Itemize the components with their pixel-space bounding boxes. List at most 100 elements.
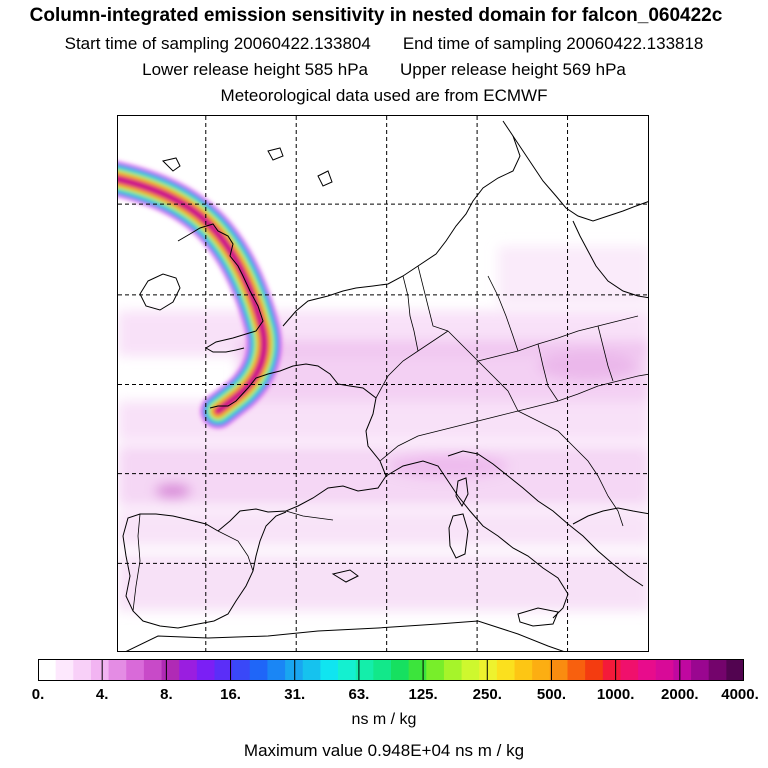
sensitivity-band	[498, 246, 648, 306]
border	[447, 330, 519, 412]
sensitivity-band	[118, 556, 648, 611]
coastline-italy	[385, 460, 569, 619]
coastline-north-scotland	[162, 157, 181, 172]
border	[379, 400, 559, 462]
coastline-balearic	[331, 569, 359, 583]
coastline-corsica	[455, 477, 469, 508]
border	[217, 530, 254, 572]
legend-tick-label: 0.	[31, 686, 45, 703]
legend-tick-label: 500.	[536, 686, 567, 703]
legend-swatch	[567, 659, 586, 681]
coastline-france	[209, 363, 387, 532]
plume-band	[118, 177, 267, 413]
legend-swatch	[108, 659, 127, 681]
legend-tick-label: 8.	[160, 686, 173, 703]
coastlines	[122, 120, 648, 651]
sensitivity-patch	[538, 352, 638, 380]
legend-swatch	[549, 659, 568, 681]
coastline-baltic	[572, 220, 648, 299]
coastline-north-africa	[125, 620, 564, 651]
legend-swatch	[126, 659, 145, 681]
legend-swatch	[196, 659, 215, 681]
border	[285, 510, 334, 521]
end-time-label: End time of sampling 20060422.133818	[402, 34, 704, 53]
release-height-line: Lower release height 585 hPa Upper releas…	[0, 60, 768, 80]
legend-swatch	[285, 659, 304, 681]
coastline-shetland	[317, 170, 333, 187]
legend-tick-label: 125.	[408, 686, 438, 703]
border	[402, 275, 419, 352]
legend-swatch	[179, 659, 198, 681]
coastline-british-isles	[177, 223, 264, 353]
coastline-ireland	[139, 273, 181, 311]
legend-swatch	[55, 659, 74, 681]
legend-swatch	[338, 659, 357, 681]
coastline-adriatic	[447, 450, 644, 587]
legend-swatch	[73, 659, 92, 681]
legend-swatch	[638, 659, 657, 681]
legend-swatch	[673, 659, 692, 681]
upper-release-label: Upper release height 569 hPa	[400, 60, 626, 79]
coastline-sicily	[517, 607, 559, 627]
border	[597, 325, 614, 382]
legend-tick-label: 4000.	[721, 686, 759, 703]
met-data-label: Meteorological data used are from ECMWF	[220, 86, 548, 105]
coastline-faroe	[267, 147, 284, 161]
legend-swatch	[514, 659, 533, 681]
border	[477, 315, 639, 362]
coastline-sardinia	[448, 513, 469, 559]
border	[607, 495, 624, 527]
legend-tick-label: 4.	[95, 686, 109, 703]
legend-border	[38, 659, 744, 681]
start-time-label: Start time of sampling 20060422.133804	[64, 34, 371, 53]
legend-tick-label: 1000.	[596, 686, 635, 703]
legend-tick-label: 63.	[348, 686, 370, 703]
sensitivity-band	[118, 511, 648, 546]
border	[132, 513, 141, 612]
legend-swatch	[620, 659, 639, 681]
legend-swatch	[302, 659, 321, 681]
legend-swatch	[391, 659, 410, 681]
sensitivity-field	[118, 246, 648, 611]
border	[557, 373, 648, 402]
legend-swatch	[90, 659, 110, 681]
border	[487, 275, 519, 352]
legend-swatch	[726, 659, 744, 681]
sensitivity-patch	[388, 454, 508, 478]
max-value-label: Maximum value 0.948E+04 ns m / kg	[243, 741, 525, 760]
legend-swatch	[479, 659, 498, 681]
border	[375, 330, 449, 399]
map-title: Column-integrated emission sensitivity i…	[29, 5, 723, 26]
legend-swatch	[161, 659, 180, 681]
coastline-iberia	[122, 511, 287, 629]
legend-swatch	[426, 659, 445, 681]
map-panel	[117, 115, 649, 652]
legend-swatch	[602, 659, 621, 681]
color-legend-bar	[38, 659, 744, 681]
border	[537, 343, 559, 402]
legend-tick-label: 16.	[220, 686, 241, 703]
coastline-balkans	[572, 507, 648, 525]
legend-swatch	[461, 659, 480, 681]
country-borders	[132, 265, 648, 612]
legend-swatch	[585, 659, 604, 681]
legend-swatch	[249, 659, 268, 681]
legend-tick-label: 31.	[284, 686, 306, 703]
legend-swatch	[373, 659, 392, 681]
legend-swatch	[408, 659, 427, 681]
graticule	[118, 116, 648, 651]
legend-swatch	[532, 659, 551, 681]
legend-swatch	[708, 659, 727, 681]
border	[517, 410, 609, 497]
legend-swatch	[443, 659, 463, 681]
sensitivity-band	[118, 446, 648, 506]
legend-swatch	[232, 659, 251, 681]
legend-swatch	[267, 659, 286, 681]
legend-swatch	[214, 659, 233, 681]
plume-trajectory	[118, 161, 282, 428]
sampling-time-line: Start time of sampling 20060422.133804 En…	[0, 34, 768, 54]
legend-swatch	[355, 659, 374, 681]
legend-swatch	[143, 659, 163, 681]
sensitivity-band	[118, 401, 648, 441]
legend-swatch	[496, 659, 516, 681]
